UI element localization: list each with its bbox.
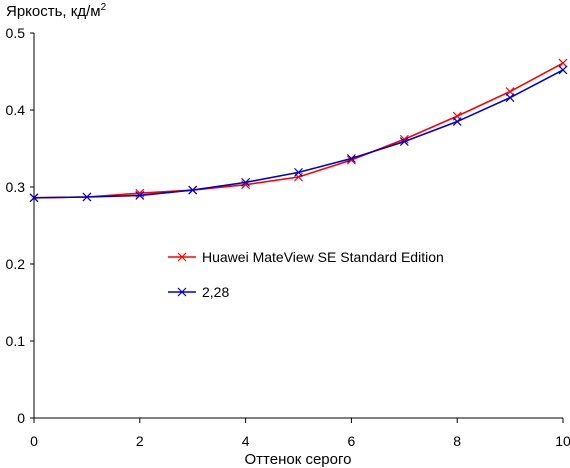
x-tick-label: 4	[242, 433, 250, 449]
legend: Huawei MateView SE Standard Edition 2,28	[168, 249, 444, 300]
x-axis-label: Оттенок серого	[245, 451, 352, 468]
series-point-1	[505, 93, 515, 103]
y-axis-label-text: Яркость, кд/м	[6, 3, 101, 20]
series-point-1	[82, 192, 92, 202]
legend-label: 2,28	[202, 284, 229, 300]
y-axis-label-superscript: 2	[101, 2, 107, 13]
y-axis-label: Яркость, кд/м2	[6, 2, 107, 20]
legend-swatch-marker	[177, 287, 187, 297]
x-tick-label: 8	[453, 433, 461, 449]
series-point-1	[241, 177, 251, 187]
series-point-1	[452, 117, 462, 126]
series-layer	[29, 58, 568, 203]
legend-swatch-marker	[177, 252, 187, 262]
series-point-1	[558, 65, 568, 75]
series-point-1	[188, 185, 198, 195]
axes	[33, 33, 563, 419]
y-tick-label: 0	[17, 410, 25, 426]
series-point-1	[346, 154, 356, 163]
x-tick-label: 10	[555, 433, 570, 449]
y-tick-label: 0.1	[6, 333, 26, 349]
y-ticks: 0 0.1 0.2 0.3 0.4 0.5	[6, 25, 34, 426]
series-line-1	[33, 69, 564, 199]
series-point-1	[29, 193, 39, 203]
series-point-1	[294, 167, 303, 177]
series-point-0	[558, 58, 568, 68]
series-point-1	[135, 191, 145, 200]
x-tick-label: 6	[348, 433, 356, 449]
series-point-1	[399, 137, 409, 146]
x-ticks: 0 2 4 6 8 10	[30, 418, 570, 449]
y-tick-label: 0.4	[6, 102, 26, 118]
y-tick-label: 0.3	[6, 179, 26, 195]
x-tick-label: 2	[136, 433, 144, 449]
y-tick-label: 0.2	[6, 256, 26, 272]
y-tick-label: 0.5	[6, 25, 26, 41]
x-tick-label: 0	[30, 433, 38, 449]
legend-label: Huawei MateView SE Standard Edition	[202, 249, 444, 265]
